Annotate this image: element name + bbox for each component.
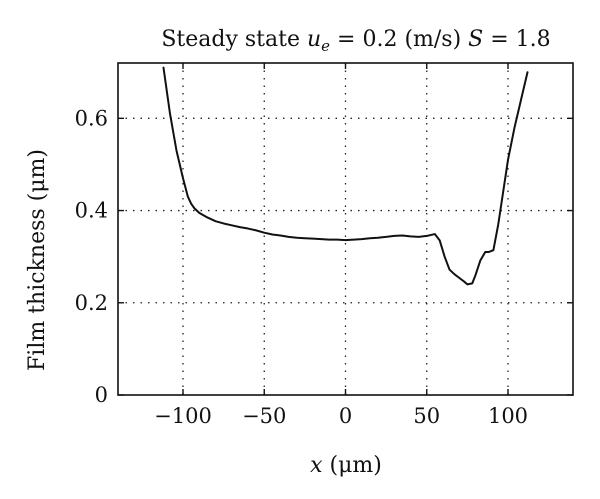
y-tick-label: 0 — [95, 383, 108, 407]
grid-lines — [118, 63, 573, 395]
x-axis-label: x (μm) — [310, 453, 382, 478]
x-tick-label: 50 — [413, 404, 440, 428]
x-tick-label: 100 — [488, 404, 528, 428]
x-tick-label: −50 — [242, 404, 286, 428]
axis-ticks: −100 −50 0 50 100 0 0.2 0.4 0.6 — [75, 63, 573, 428]
y-axis-label: Film thickness (μm) — [25, 149, 50, 371]
x-tick-label: 0 — [339, 404, 352, 428]
series-film-thickness-line — [162, 66, 529, 286]
y-tick-label: 0.6 — [75, 106, 108, 130]
x-tick-label: −100 — [154, 404, 212, 428]
chart-title: Steady state ue = 0.2 (m/s) S = 1.8 — [161, 27, 550, 55]
y-tick-label: 0.4 — [75, 199, 108, 223]
y-tick-label: 0.2 — [75, 291, 108, 315]
